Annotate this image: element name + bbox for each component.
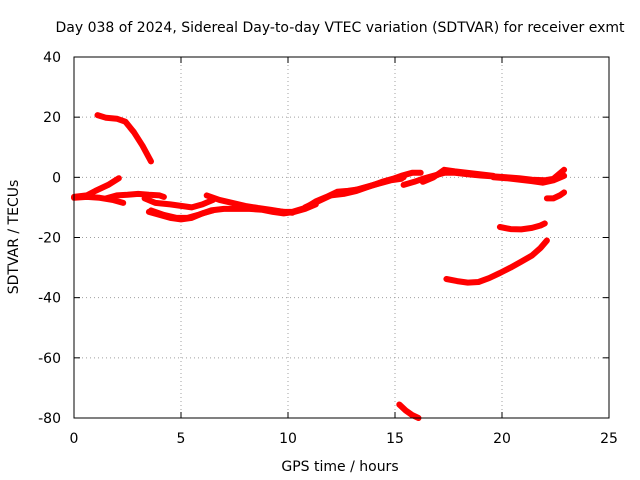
- y-tick-label: -80: [38, 411, 61, 427]
- x-tick-label: 15: [386, 431, 404, 447]
- x-tick-label: 10: [279, 431, 297, 447]
- series-arc-15: [496, 220, 548, 233]
- tick-labels: 0 5 10 15 20 25 -80 -60 -40 -20 0 20 40: [38, 50, 618, 447]
- series-arc-4: [103, 190, 167, 202]
- grid-lines: [74, 57, 609, 418]
- y-tick-label: -40: [38, 291, 61, 307]
- data-series: [71, 112, 568, 421]
- x-axis-title: GPS time / hours: [281, 459, 398, 475]
- plot-border: [73, 56, 610, 419]
- series-arc-1: [94, 112, 154, 165]
- series-arc-14: [490, 172, 568, 186]
- y-tick-label: -60: [38, 351, 61, 367]
- series-arc-16: [443, 237, 550, 286]
- series-arc-11: [327, 169, 424, 199]
- x-tick-label: 0: [70, 431, 79, 447]
- series-arc-3: [71, 193, 127, 206]
- y-tick-label: -20: [38, 231, 61, 247]
- y-tick-label: 0: [52, 170, 61, 186]
- x-tick-label: 5: [177, 431, 186, 447]
- series-arc-18: [396, 401, 422, 421]
- y-tick-label: 40: [43, 50, 61, 66]
- x-tick-label: 20: [493, 431, 511, 447]
- series-arc-7: [145, 207, 217, 223]
- y-tick-label: 20: [43, 110, 61, 126]
- series-arc-13: [419, 166, 497, 185]
- series-arc-17: [543, 189, 568, 202]
- y-axis-title: SDTVAR / TECUs: [6, 180, 22, 295]
- chart-title: Day 038 of 2024, Sidereal Day-to-day VTE…: [56, 20, 626, 36]
- x-tick-label: 25: [600, 431, 618, 447]
- series-arc-5: [141, 195, 217, 211]
